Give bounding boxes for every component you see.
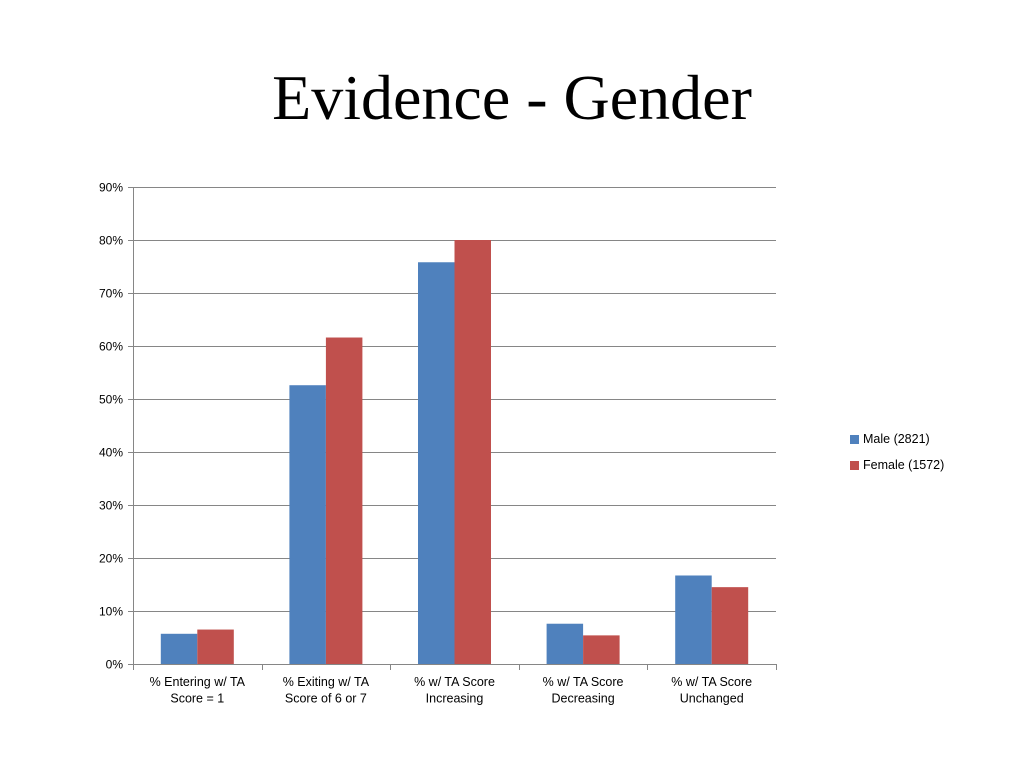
x-category-label-line: % w/ TA Score — [414, 675, 495, 689]
bar-male — [675, 575, 712, 664]
chart-legend: Male (2821) Female (1572) — [850, 426, 944, 478]
x-category-label: % w/ TA Score Increasing — [414, 675, 495, 706]
legend-swatch-female — [850, 460, 859, 470]
y-tick-label: 50% — [99, 393, 123, 407]
x-category-label: % Entering w/ TA Score = 1 — [150, 675, 246, 706]
y-tick-label: 30% — [99, 499, 123, 513]
x-category-label-line: Increasing — [426, 692, 484, 706]
x-category-label: % Exiting w/ TA Score of 6 or 7 — [283, 675, 370, 706]
x-category-label: % w/ TA Score Decreasing — [543, 675, 624, 706]
y-tick-label: 60% — [99, 340, 123, 354]
x-category-label-line: Score = 1 — [170, 692, 224, 706]
bar-female — [325, 337, 363, 664]
y-tick-label: 40% — [99, 446, 123, 460]
x-category-label-line: % w/ TA Score — [671, 675, 752, 689]
x-category-label-line: % Entering w/ TA — [150, 675, 246, 689]
y-tick-label: 20% — [99, 552, 123, 566]
legend-label-female: Female (1572) — [863, 458, 945, 472]
y-tick-label: 70% — [99, 287, 123, 301]
bar-female — [197, 629, 234, 664]
bar-female — [454, 240, 491, 664]
y-tick-label: 10% — [99, 605, 123, 619]
x-category-label: % w/ TA Score Unchanged — [671, 675, 752, 706]
legend-swatch-male — [850, 434, 859, 444]
bar-female — [711, 587, 749, 664]
y-tick-label: 90% — [99, 181, 123, 195]
y-tick-label: 0% — [106, 658, 124, 672]
x-category-label-line: Unchanged — [680, 692, 744, 706]
bar-male — [160, 633, 198, 664]
bar-male — [418, 262, 455, 664]
legend-item-female: Female (1572) — [850, 452, 944, 478]
bar-female — [583, 635, 620, 664]
legend-label-male: Male (2821) — [863, 432, 930, 446]
x-category-label-line: Decreasing — [551, 692, 614, 706]
bar-male — [289, 385, 326, 664]
legend-item-male: Male (2821) — [850, 426, 944, 452]
y-tick-label: 80% — [99, 234, 123, 248]
x-category-label-line: % w/ TA Score — [543, 675, 624, 689]
x-category-label-line: % Exiting w/ TA — [283, 675, 370, 689]
x-category-label-line: Score of 6 or 7 — [285, 692, 367, 706]
slide-title: Evidence - Gender — [272, 62, 752, 133]
bar-male — [546, 623, 584, 664]
